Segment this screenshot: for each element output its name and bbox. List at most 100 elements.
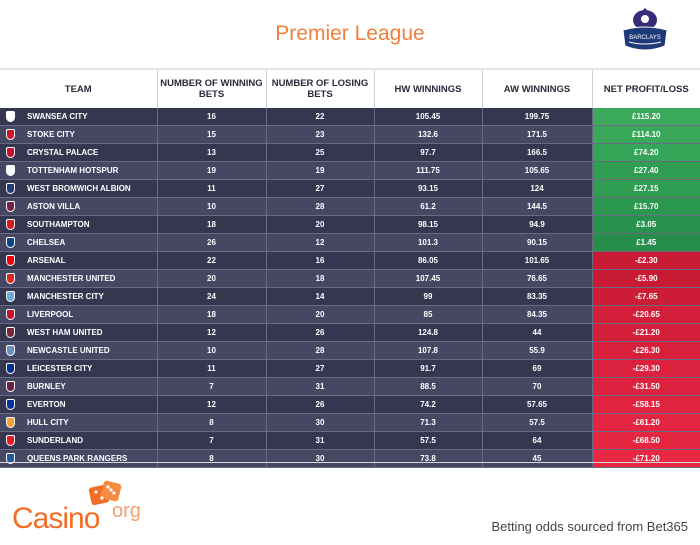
table-row: NEWCASTLE UNITED 10 28 107.8 55.9 -£26.30 <box>0 341 700 360</box>
table-row: ARSENAL 22 16 86.05 101.65 -£2.30 <box>0 251 700 270</box>
winning-bets-cell: 15 <box>157 125 267 144</box>
table-row: TOTTENHAM HOTSPUR 19 19 111.75 105.65 £27.40 <box>0 161 700 180</box>
team-crest-icon <box>6 345 15 356</box>
team-crest-icon <box>6 111 15 122</box>
team-name: CHELSEA <box>27 238 66 247</box>
aw-winnings-cell: 64 <box>482 431 593 450</box>
losing-bets-cell: 14 <box>266 287 375 306</box>
hw-winnings-cell: 124.8 <box>374 323 483 342</box>
losing-bets-cell: 16 <box>266 251 375 270</box>
hw-winnings-cell: 85 <box>374 305 483 324</box>
hw-winnings-cell: 132.6 <box>374 125 483 144</box>
hw-winnings-cell: 88.5 <box>374 377 483 396</box>
source-note: Betting odds sourced from Bet365 <box>491 519 688 534</box>
team-cell: EVERTON <box>0 395 158 414</box>
team-name: SOUTHAMPTON <box>27 220 90 229</box>
net-profit-cell: £27.40 <box>592 161 700 180</box>
header-row: TEAM NUMBER OF WINNING BETS NUMBER OF LO… <box>0 68 700 108</box>
team-name: SWANSEA CITY <box>27 112 88 121</box>
brand-word: Casino <box>12 502 100 535</box>
team-crest-icon <box>6 237 15 248</box>
winning-bets-cell: 11 <box>157 359 267 378</box>
hw-winnings-cell: 107.45 <box>374 269 483 288</box>
team-crest-icon <box>6 417 15 428</box>
team-cell: MANCHESTER CITY <box>0 287 158 306</box>
table-row: SWANSEA CITY 16 22 105.45 199.75 £115.20 <box>0 108 700 126</box>
aw-winnings-cell: 45 <box>482 449 593 468</box>
team-cell: SWANSEA CITY <box>0 108 158 126</box>
hw-winnings-cell: 73.8 <box>374 449 483 468</box>
team-cell: ARSENAL <box>0 251 158 270</box>
team-crest-icon <box>6 201 15 212</box>
footer-divider <box>0 462 700 463</box>
team-cell: CHELSEA <box>0 233 158 252</box>
losing-bets-cell: 26 <box>266 323 375 342</box>
hw-winnings-cell: 61.2 <box>374 197 483 216</box>
team-crest-icon <box>6 399 15 410</box>
net-profit-cell: -£71.20 <box>592 449 700 468</box>
hw-winnings-cell: 86.05 <box>374 251 483 270</box>
table-row: BURNLEY 7 31 88.5 70 -£31.50 <box>0 377 700 396</box>
col-aw-winnings-header: AW WINNINGS <box>482 68 593 108</box>
table-row: SUNDERLAND 7 31 57.5 64 -£68.50 <box>0 431 700 450</box>
team-name: LEICESTER CITY <box>27 364 93 373</box>
dice-icon <box>88 480 122 506</box>
net-profit-cell: £15.70 <box>592 197 700 216</box>
col-net-header: NET PROFIT/LOSS <box>592 68 700 108</box>
team-cell: HULL CITY <box>0 413 158 432</box>
team-name: WEST HAM UNITED <box>27 328 103 337</box>
hw-winnings-cell: 111.75 <box>374 161 483 180</box>
losing-bets-cell: 23 <box>266 125 375 144</box>
col-hw-winnings-header: HW WINNINGS <box>374 68 483 108</box>
winning-bets-cell: 8 <box>157 449 267 468</box>
winning-bets-cell: 12 <box>157 395 267 414</box>
net-profit-cell: -£26.30 <box>592 341 700 360</box>
team-cell: WEST HAM UNITED <box>0 323 158 342</box>
col-team-header: TEAM <box>0 68 158 108</box>
hw-winnings-cell: 98.15 <box>374 215 483 234</box>
hw-winnings-cell: 71.3 <box>374 413 483 432</box>
team-name: NEWCASTLE UNITED <box>27 346 110 355</box>
net-profit-cell: -£21.20 <box>592 323 700 342</box>
team-cell: QUEENS PARK RANGERS <box>0 449 158 468</box>
casino-org-logo: Casino org <box>12 478 162 538</box>
table-row: LEICESTER CITY 11 27 91.7 69 -£29.30 <box>0 359 700 378</box>
team-crest-icon <box>6 165 15 176</box>
team-cell: LEICESTER CITY <box>0 359 158 378</box>
winning-bets-cell: 16 <box>157 108 267 126</box>
table-row: WEST HAM UNITED 12 26 124.8 44 -£21.20 <box>0 323 700 342</box>
team-crest-icon <box>6 255 15 266</box>
losing-bets-cell: 12 <box>266 233 375 252</box>
hw-winnings-cell: 97.7 <box>374 143 483 162</box>
table-row: HULL CITY 8 30 71.3 57.5 -£61.20 <box>0 413 700 432</box>
team-crest-icon <box>6 183 15 194</box>
losing-bets-cell: 26 <box>266 395 375 414</box>
team-name: MANCHESTER CITY <box>27 292 104 301</box>
aw-winnings-cell: 94.9 <box>482 215 593 234</box>
team-name: LIVERPOOL <box>27 310 74 319</box>
table-row: MANCHESTER CITY 24 14 99 83.35 -£7.65 <box>0 287 700 306</box>
table-row: WEST BROMWICH ALBION 11 27 93.15 124 £27.15 <box>0 179 700 198</box>
net-profit-cell: -£31.50 <box>592 377 700 396</box>
winning-bets-cell: 20 <box>157 269 267 288</box>
table-row: ASTON VILLA 10 28 61.2 144.5 £15.70 <box>0 197 700 216</box>
col-losing-bets-header: NUMBER OF LOSING BETS <box>266 68 375 108</box>
losing-bets-cell: 22 <box>266 108 375 126</box>
aw-winnings-cell: 57.5 <box>482 413 593 432</box>
team-name: MANCHESTER UNITED <box>27 274 116 283</box>
team-crest-icon <box>6 381 15 392</box>
table-row: CHELSEA 26 12 101.3 90.15 £1.45 <box>0 233 700 252</box>
net-profit-cell: -£68.50 <box>592 431 700 450</box>
losing-bets-cell: 30 <box>266 449 375 468</box>
team-cell: ASTON VILLA <box>0 197 158 216</box>
table-row: STOKE CITY 15 23 132.6 171.5 £114.10 <box>0 125 700 144</box>
hw-winnings-cell: 57.5 <box>374 431 483 450</box>
winning-bets-cell: 10 <box>157 197 267 216</box>
team-crest-icon <box>6 147 15 158</box>
aw-winnings-cell: 105.65 <box>482 161 593 180</box>
aw-winnings-cell: 84.35 <box>482 305 593 324</box>
losing-bets-cell: 18 <box>266 269 375 288</box>
losing-bets-cell: 20 <box>266 215 375 234</box>
col-winning-bets-header: NUMBER OF WINNING BETS <box>157 68 267 108</box>
premier-league-logo: BARCLAYS <box>622 8 668 51</box>
